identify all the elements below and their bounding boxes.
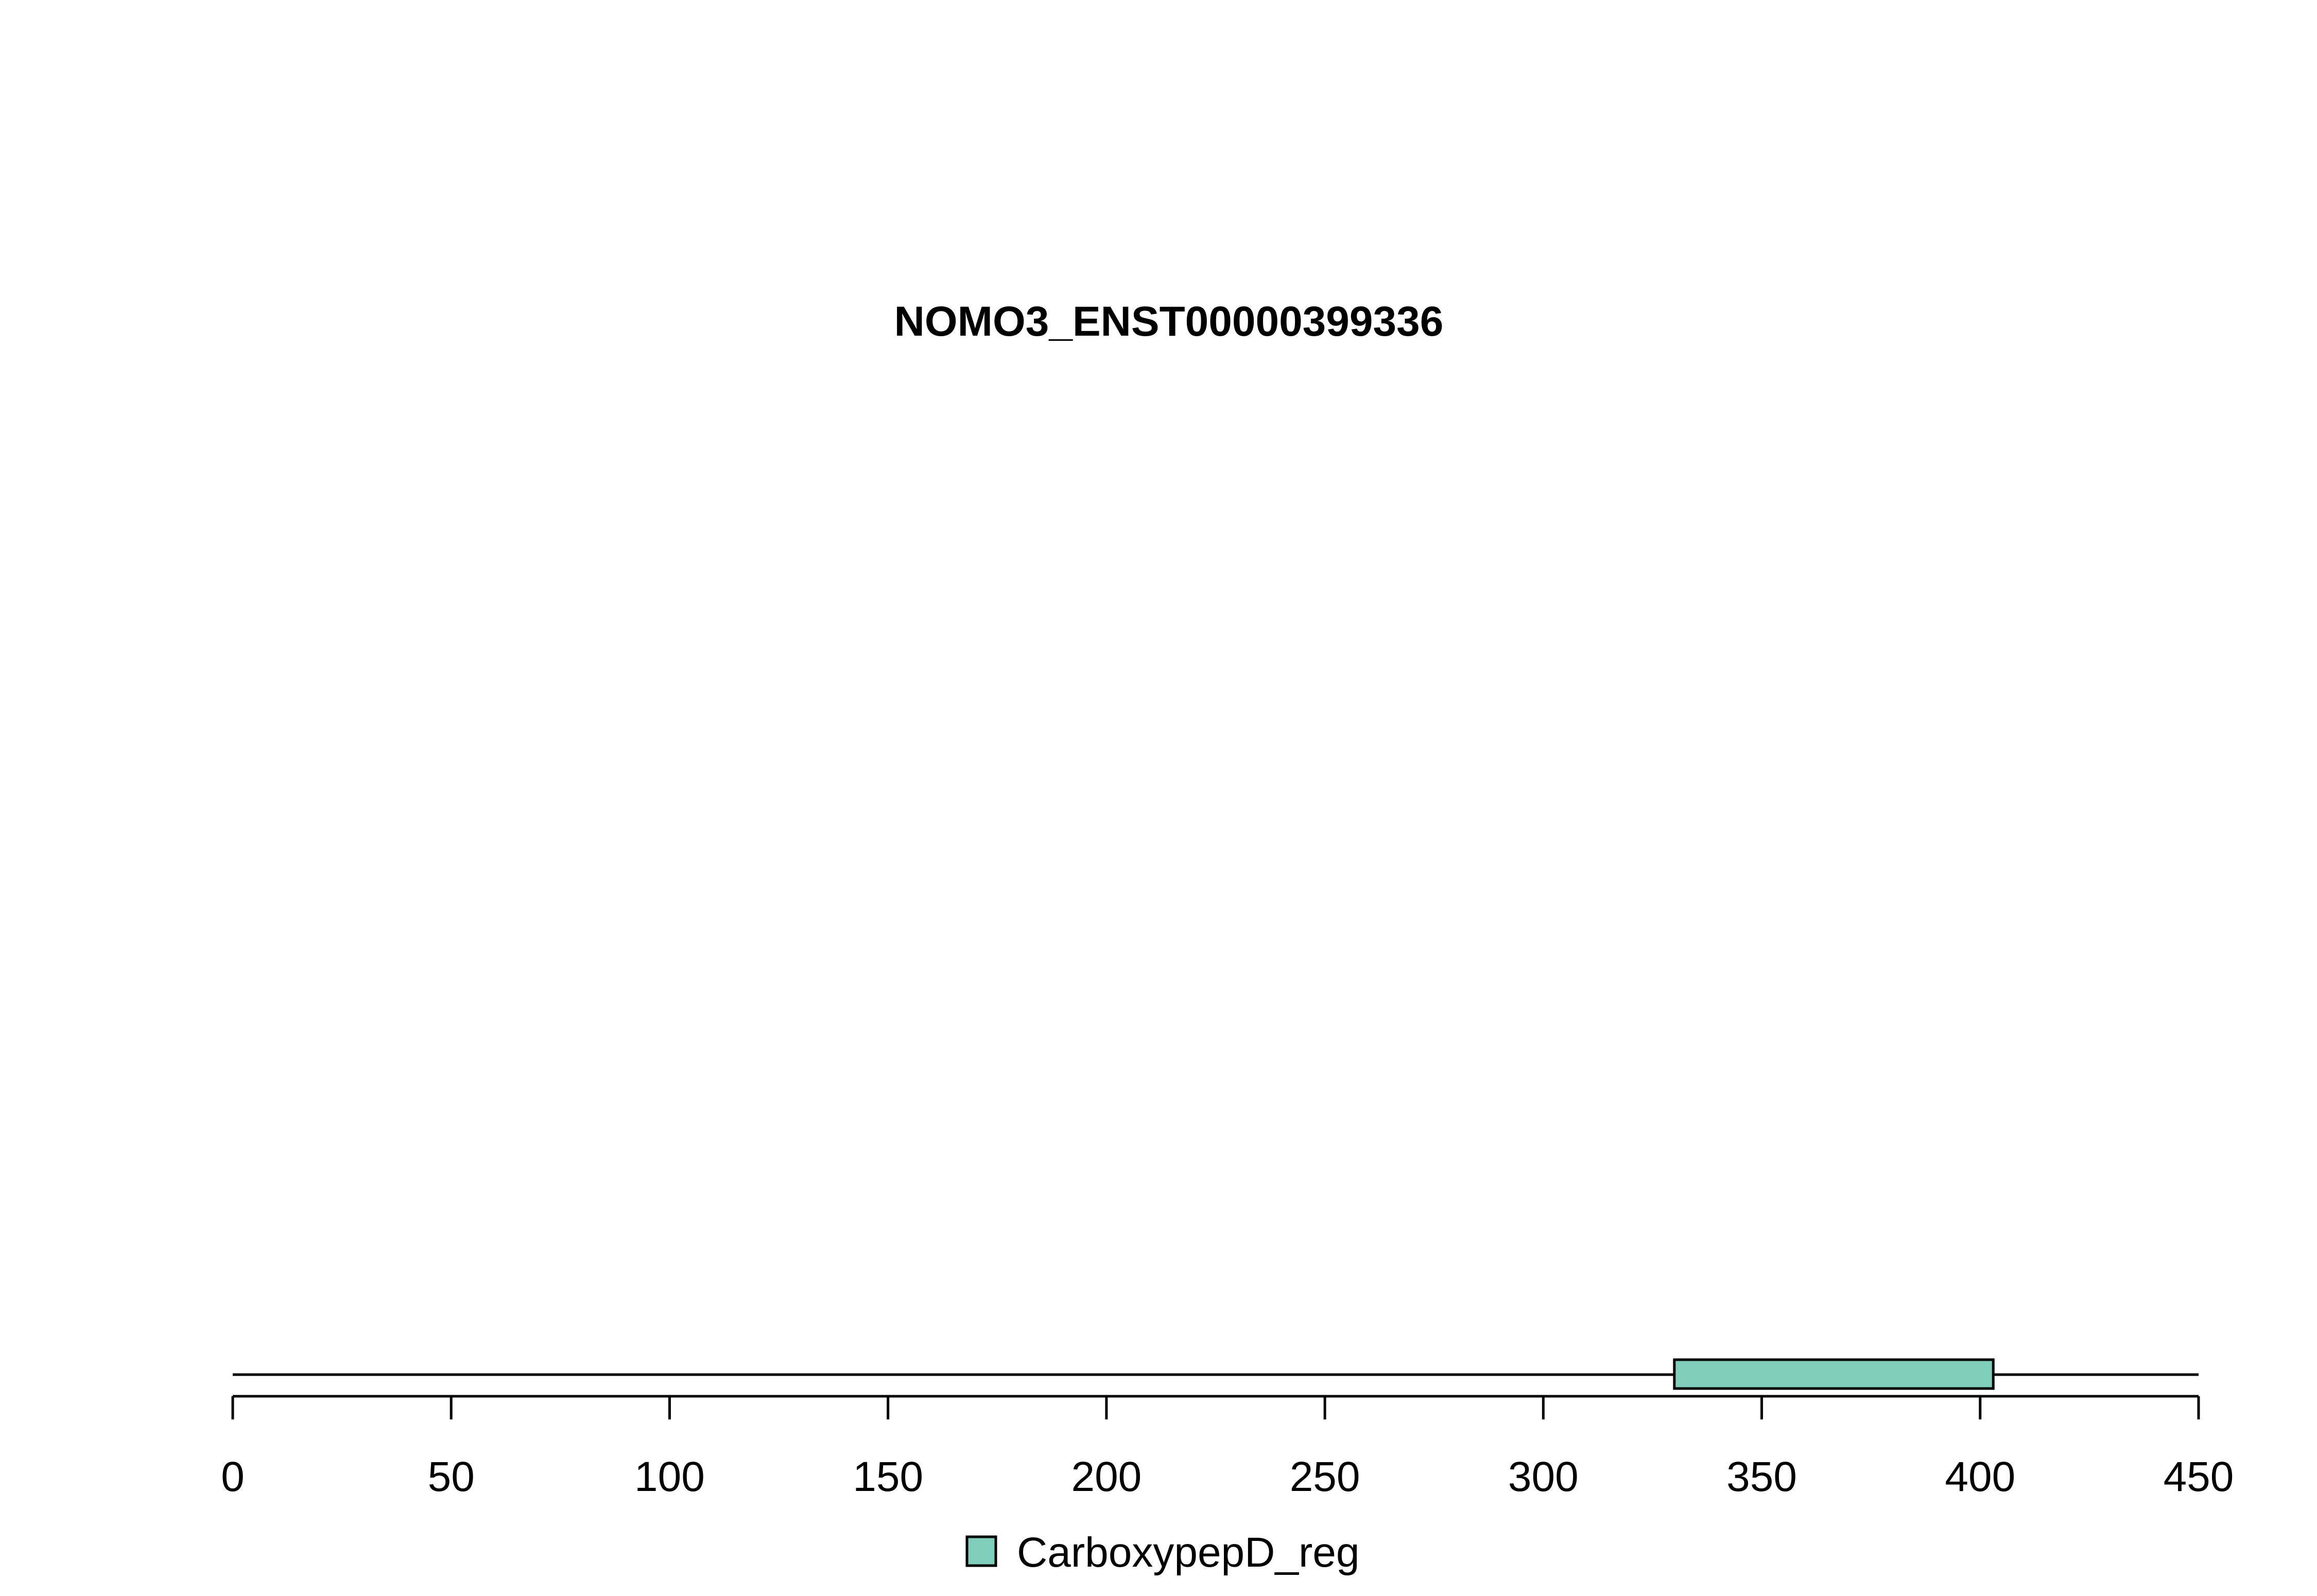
- legend-swatch-CarboxypepD_reg: [965, 1535, 997, 1567]
- x-tick-label-400: 400: [1945, 1453, 2015, 1500]
- legend: CarboxypepD_reg: [965, 1529, 1360, 1576]
- x-tick-label-450: 450: [2164, 1453, 2234, 1500]
- x-tick-label-250: 250: [1290, 1453, 1360, 1500]
- x-tick-label-300: 300: [1508, 1453, 1579, 1500]
- chart-title: NOMO3_ENST00000399336: [894, 298, 1444, 345]
- domains-layer: [1673, 1358, 1995, 1390]
- x-tick-label-100: 100: [634, 1453, 705, 1500]
- x-tick-label-0: 0: [221, 1453, 245, 1500]
- x-tick-label-350: 350: [1726, 1453, 1797, 1500]
- x-tick-label-200: 200: [1071, 1453, 1142, 1500]
- domain-CarboxypepD_reg: [1673, 1358, 1995, 1390]
- x-tick-label-50: 50: [428, 1453, 475, 1500]
- legend-label-CarboxypepD_reg: CarboxypepD_reg: [1017, 1529, 1360, 1576]
- x-axis: 0 50 100 150 200 250 300 350 400 450: [221, 1395, 2234, 1500]
- x-tick-label-150: 150: [853, 1453, 923, 1500]
